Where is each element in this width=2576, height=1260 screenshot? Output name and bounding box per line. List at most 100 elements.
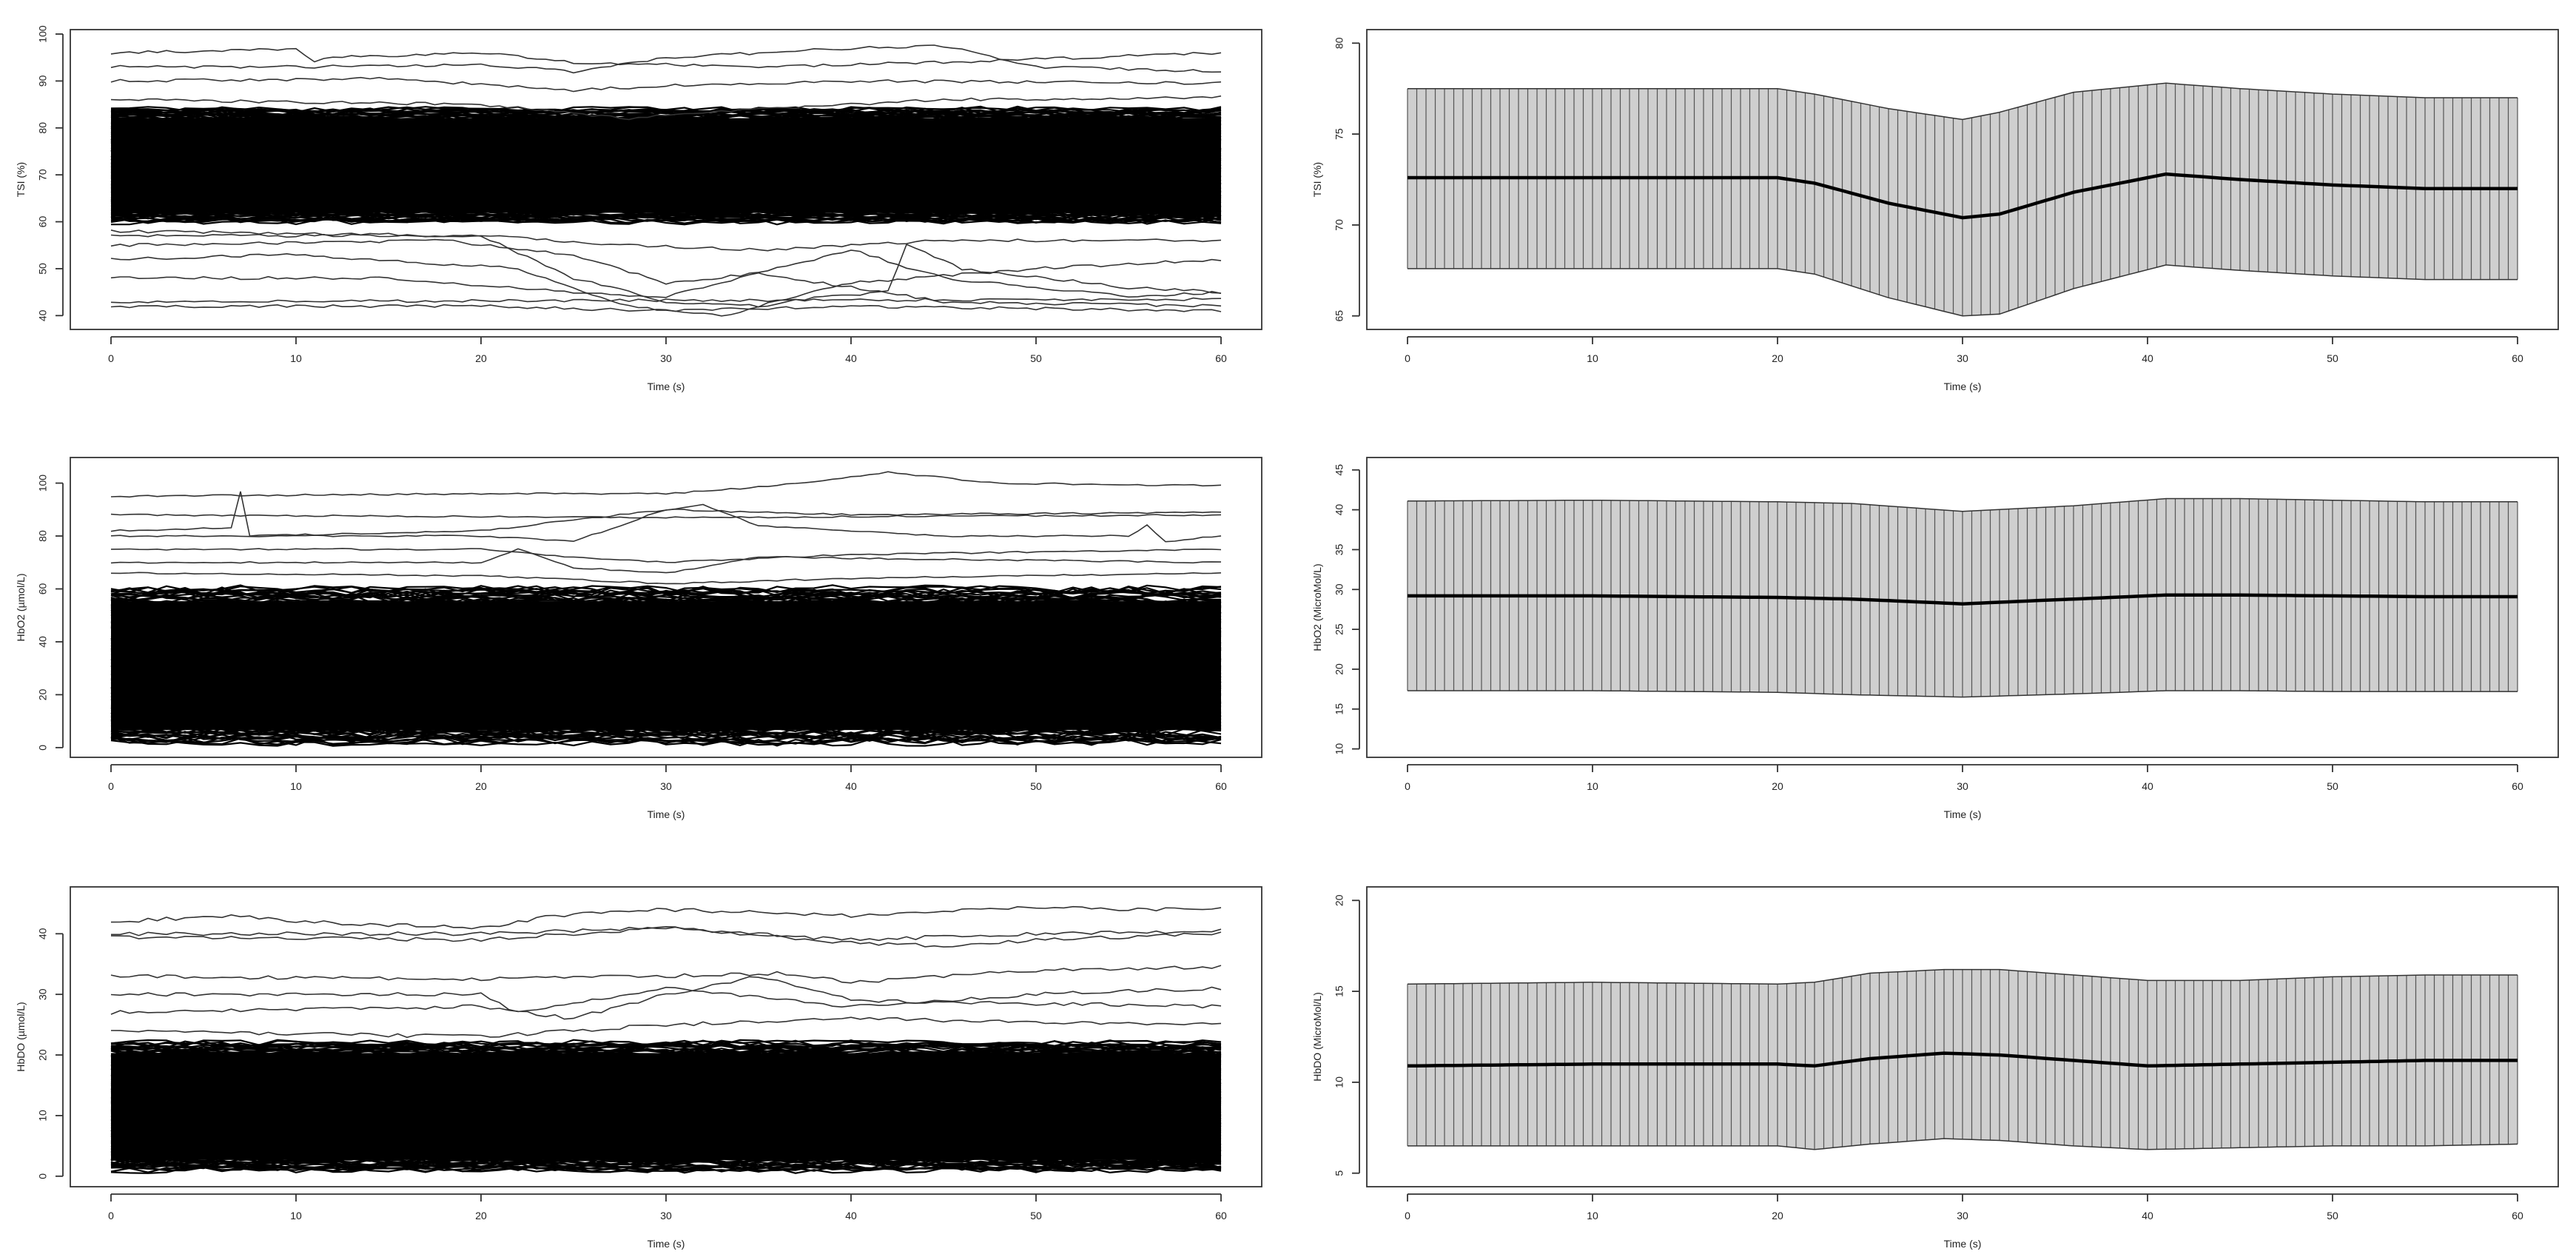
plot-frame bbox=[1366, 29, 2559, 330]
plot-area bbox=[110, 471, 1222, 747]
x-tick-label: 60 bbox=[1215, 780, 1227, 792]
y-axis: 40 50 60 70 80 90 100 TSI (%) bbox=[15, 25, 64, 321]
y-tick-label: 100 bbox=[37, 25, 49, 43]
x-axis-label: Time (s) bbox=[1944, 808, 1982, 820]
x-tick-label: 50 bbox=[2327, 780, 2338, 792]
x-axis: 0 10 20 30 40 50 60 Time (s) bbox=[1405, 764, 2523, 820]
y-tick-label: 20 bbox=[1334, 894, 1345, 906]
x-tick-label: 50 bbox=[1030, 352, 1042, 364]
x-tick-label: 40 bbox=[845, 780, 857, 792]
chart-right-2: 0 10 20 30 40 50 60 Time (s) 10 15 20 25 30 35 40 45 HbO… bbox=[1311, 457, 2559, 820]
y-tick-label: 15 bbox=[1334, 703, 1345, 715]
lower-envelope bbox=[1408, 1138, 2518, 1150]
outlier-trace-0 bbox=[110, 905, 1222, 930]
y-tick-label: 35 bbox=[1334, 543, 1345, 555]
outlier-trace-4 bbox=[110, 986, 1222, 1013]
plot-frame bbox=[1366, 886, 2559, 1187]
x-tick-label: 0 bbox=[1405, 352, 1410, 364]
x-tick-label: 30 bbox=[1957, 352, 1968, 364]
plot-area bbox=[1407, 82, 2518, 317]
lower-envelope bbox=[1408, 264, 2518, 317]
x-tick-label: 0 bbox=[1405, 780, 1410, 792]
x-tick-label: 20 bbox=[1772, 352, 1783, 364]
mean-line bbox=[1407, 1051, 2518, 1068]
plot-frame bbox=[70, 886, 1262, 1187]
x-axis-label: Time (s) bbox=[648, 808, 685, 820]
outlier-trace-5 bbox=[110, 976, 1222, 1020]
chart-right-1: 0 10 20 30 40 50 60 Time (s) 65 70 75 80 TSI (%) bbox=[1311, 29, 2559, 392]
outlier-trace-0 bbox=[110, 47, 1222, 69]
outlier-trace-8 bbox=[110, 238, 1222, 298]
x-tick-label: 0 bbox=[108, 1210, 114, 1222]
x-axis: 0 10 20 30 40 50 60 Time (s) bbox=[108, 336, 1227, 392]
x-tick-label: 10 bbox=[1587, 1210, 1598, 1222]
x-tick-label: 40 bbox=[845, 1210, 857, 1222]
y-axis: 65 70 75 80 TSI (%) bbox=[1311, 37, 1360, 322]
trace-line bbox=[110, 1162, 1222, 1171]
x-tick-label: 10 bbox=[290, 1210, 302, 1222]
outlier-trace-3 bbox=[110, 229, 1222, 308]
x-tick-label: 30 bbox=[1957, 1210, 1968, 1222]
y-axis: 10 15 20 25 30 35 40 45 HbO2 (MicroMol/L) bbox=[1311, 464, 1360, 755]
outlier-trace-6 bbox=[110, 297, 1222, 304]
y-axis-label: HbDO (MicroMol/L) bbox=[1311, 992, 1323, 1082]
trace-line bbox=[110, 105, 1222, 113]
outlier-trace-0 bbox=[110, 471, 1222, 498]
x-tick-label: 20 bbox=[1772, 1210, 1783, 1222]
y-tick-label: 10 bbox=[1334, 743, 1345, 755]
x-axis-label: Time (s) bbox=[1944, 381, 1982, 392]
outlier-trace-1 bbox=[110, 44, 1222, 74]
y-tick-label: 5 bbox=[1334, 1170, 1345, 1176]
y-tick-label: 70 bbox=[37, 169, 49, 181]
x-tick-label: 50 bbox=[2327, 1210, 2338, 1222]
y-tick-label: 45 bbox=[1334, 464, 1345, 476]
x-tick-label: 60 bbox=[2512, 352, 2523, 364]
y-tick-label: 65 bbox=[1334, 310, 1345, 322]
outlier-trace-4 bbox=[110, 548, 1222, 574]
y-axis-label: HbO2 (µmol/L) bbox=[15, 573, 27, 641]
plot-frame bbox=[70, 29, 1262, 330]
chart-left-1: 0 10 20 30 40 50 60 Time (s) 40 50 60 70 80 90 100 TSI … bbox=[15, 25, 1262, 392]
y-tick-label: 10 bbox=[37, 1110, 49, 1122]
y-tick-label: 80 bbox=[1334, 37, 1345, 49]
error-bars bbox=[1407, 969, 2518, 1150]
x-tick-label: 0 bbox=[1405, 1210, 1410, 1222]
mean-line bbox=[1408, 172, 2518, 220]
lower-envelope bbox=[1408, 690, 2518, 698]
x-axis: 0 10 20 30 40 50 60 Time (s) bbox=[108, 764, 1227, 820]
x-tick-label: 60 bbox=[1215, 352, 1227, 364]
y-tick-label: 40 bbox=[1334, 504, 1345, 516]
y-axis: 5 10 15 20 HbDO (MicroMol/L) bbox=[1311, 894, 1360, 1176]
x-tick-label: 10 bbox=[290, 780, 302, 792]
x-axis: 0 10 20 30 40 50 60 Time (s) bbox=[1405, 1193, 2523, 1250]
x-axis: 0 10 20 30 40 50 60 Time (s) bbox=[108, 1193, 1227, 1250]
trace-line bbox=[110, 112, 1222, 119]
x-tick-label: 10 bbox=[1587, 780, 1598, 792]
trace-band-core bbox=[111, 1053, 1221, 1160]
x-tick-label: 60 bbox=[2512, 780, 2523, 792]
y-tick-label: 0 bbox=[37, 745, 49, 751]
outlier-trace-3 bbox=[110, 547, 1222, 563]
x-tick-label: 40 bbox=[2142, 352, 2153, 364]
x-tick-label: 60 bbox=[2512, 1210, 2523, 1222]
plot-area bbox=[1407, 968, 2518, 1150]
y-tick-label: 30 bbox=[1334, 583, 1345, 595]
y-tick-label: 80 bbox=[37, 530, 49, 542]
y-axis-label: HbO2 (MicroMol/L) bbox=[1311, 563, 1323, 651]
y-tick-label: 20 bbox=[1334, 663, 1345, 675]
y-axis-label: TSI (%) bbox=[1311, 162, 1323, 197]
x-tick-label: 0 bbox=[108, 352, 114, 364]
x-axis-label: Time (s) bbox=[648, 1238, 685, 1250]
plot-area bbox=[110, 905, 1222, 1174]
trace-line bbox=[110, 1039, 1222, 1048]
y-tick-label: 75 bbox=[1334, 128, 1345, 140]
y-tick-label: 15 bbox=[1334, 985, 1345, 997]
x-tick-label: 60 bbox=[1215, 1210, 1227, 1222]
x-tick-label: 20 bbox=[475, 780, 487, 792]
x-tick-label: 0 bbox=[108, 780, 114, 792]
y-axis-label: TSI (%) bbox=[15, 162, 27, 197]
x-tick-label: 30 bbox=[660, 780, 672, 792]
outlier-trace-6 bbox=[110, 572, 1222, 585]
y-axis-label: HbDO (µmol/L) bbox=[15, 1002, 27, 1071]
